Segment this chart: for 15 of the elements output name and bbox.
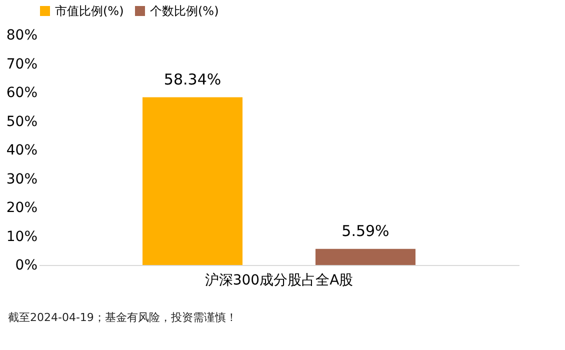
data-label: 5.59% [342, 222, 390, 240]
legend-label: 个数比例(%) [150, 4, 219, 18]
y-tick-label: 0% [15, 258, 38, 274]
y-tick-label: 80% [6, 28, 38, 44]
x-tick-label: 沪深300成分股占全A股 [204, 272, 354, 288]
legend-label: 市值比例(%) [55, 4, 124, 18]
text: 截至2024-04-19；基金有风险，投资需谨慎！ [8, 310, 238, 325]
y-tick-label: 20% [6, 200, 38, 216]
y-tick-label: 10% [6, 228, 38, 245]
y-tick-label: 60% [6, 85, 38, 101]
data-label: 58.34% [164, 70, 222, 88]
y-tick-label: 40% [6, 142, 38, 158]
y-tick-label: 70% [6, 56, 38, 72]
y-tick-label: 50% [6, 114, 38, 130]
y-tick-label: 30% [6, 171, 38, 188]
